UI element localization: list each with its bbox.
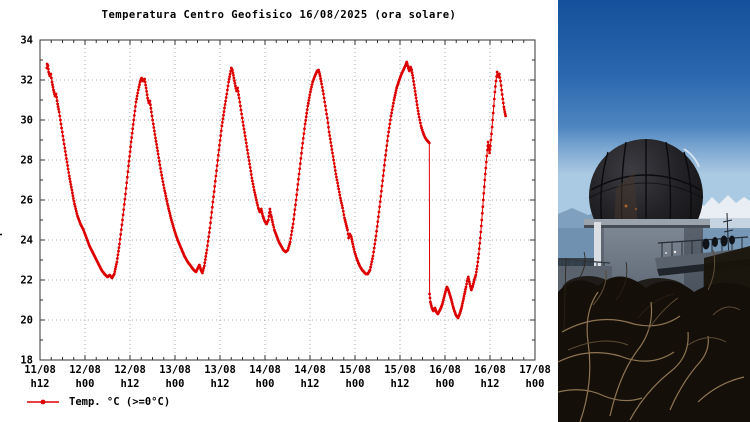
svg-text:34: 34 <box>20 35 33 47</box>
svg-text:14/08: 14/08 <box>249 364 281 376</box>
y-axis-label: Temp. °C <box>0 204 3 255</box>
daily-extremes: Tmax 32.4 °C alle 13:10 Tmin 20.1 °C all… <box>246 392 391 422</box>
x-axis-labels: 11/08 h12 12/08 h00 12/08 h12 13/08 h00 13/08 h12… <box>24 364 551 390</box>
svg-text:22: 22 <box>20 275 33 287</box>
shaded-branches <box>567 249 741 351</box>
svg-text:16/08: 16/08 <box>429 364 461 376</box>
plot-border <box>39 39 536 361</box>
svg-text:12/08: 12/08 <box>69 364 101 376</box>
svg-text:h12: h12 <box>121 378 140 390</box>
series-legend: Temp. °C (>=0°C) <box>26 396 170 408</box>
legend-label: Temp. °C (>=0°C) <box>69 396 171 408</box>
svg-text:h00: h00 <box>436 378 455 390</box>
observatory-dome <box>588 139 704 226</box>
chart-title: Temperatura Centro Geofisico 16/08/2025 … <box>101 9 457 21</box>
svg-text:15/08: 15/08 <box>384 364 416 376</box>
svg-text:h00: h00 <box>166 378 185 390</box>
svg-text:24: 24 <box>20 235 33 247</box>
sunlit-branches <box>558 291 745 422</box>
svg-text:30: 30 <box>20 115 33 127</box>
visitor-silhouettes <box>702 235 735 250</box>
svg-text:h12: h12 <box>391 378 410 390</box>
svg-text:13/08: 13/08 <box>204 364 236 376</box>
svg-text:h00: h00 <box>526 378 545 390</box>
svg-text:20: 20 <box>20 315 33 327</box>
svg-text:h12: h12 <box>481 378 500 390</box>
svg-text:11/08: 11/08 <box>24 364 56 376</box>
svg-text:13/08: 13/08 <box>159 364 191 376</box>
svg-text:28: 28 <box>20 155 33 167</box>
svg-text:h00: h00 <box>346 378 365 390</box>
legend-line-marker-icon <box>27 399 59 405</box>
twigs-over-building <box>563 251 675 331</box>
svg-text:h00: h00 <box>76 378 95 390</box>
y-axis-labels: 34 32 30 28 26 24 22 20 18 <box>20 35 33 367</box>
svg-text:32: 32 <box>20 75 33 87</box>
temperature-chart-panel: Temperatura Centro Geofisico 16/08/2025 … <box>0 9 551 422</box>
svg-text:15/08: 15/08 <box>339 364 371 376</box>
grid-lines <box>40 40 535 360</box>
svg-text:18: 18 <box>20 355 33 367</box>
svg-text:26: 26 <box>20 195 33 207</box>
svg-text:14/08: 14/08 <box>294 364 326 376</box>
svg-text:h12: h12 <box>211 378 230 390</box>
svg-text:17/08: 17/08 <box>519 364 551 376</box>
temperature-series-points <box>45 60 507 320</box>
observatory-webcam-photo <box>558 0 750 422</box>
svg-text:h00: h00 <box>256 378 275 390</box>
trees <box>558 246 750 422</box>
svg-text:h12: h12 <box>31 378 50 390</box>
svg-text:12/08: 12/08 <box>114 364 146 376</box>
svg-text:h12: h12 <box>301 378 320 390</box>
svg-text:16/08: 16/08 <box>474 364 506 376</box>
